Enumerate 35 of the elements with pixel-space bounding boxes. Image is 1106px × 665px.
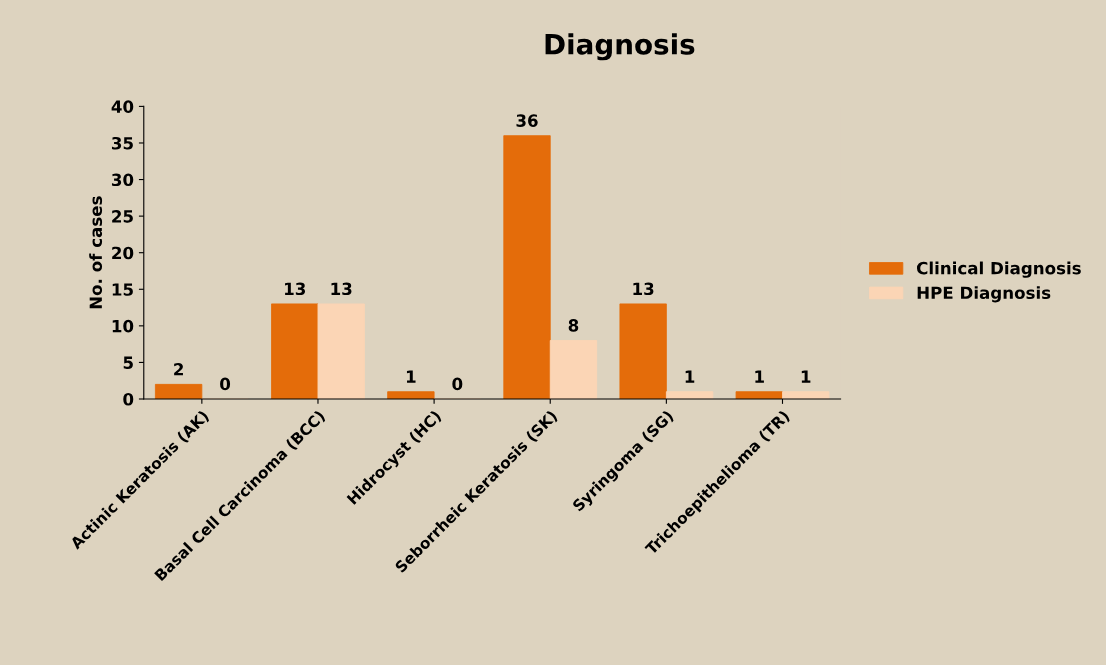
y-tick-label: 0 [123,392,134,406]
data-label: 1 [801,370,811,383]
bar [387,391,435,399]
y-tick-label: 10 [112,319,134,333]
y-tick-label: 35 [111,136,133,150]
bar [503,135,551,399]
bar [317,303,365,399]
data-label: 8 [568,319,579,332]
data-label: 0 [220,377,231,391]
bar [735,391,783,399]
data-label: 13 [331,282,352,296]
data-label: 1 [755,370,764,383]
y-tick-label: 40 [111,100,134,113]
bar [271,303,319,399]
y-tick-label: 5 [123,356,133,369]
bar [782,391,830,399]
legend-label: Clinical Diagnosis [916,261,1081,278]
y-tick-label: 30 [111,173,134,187]
data-label: 1 [685,370,695,383]
data-label: 36 [516,114,538,127]
bar [665,391,714,399]
data-label: 1 [406,370,416,383]
data-label: 13 [633,282,654,296]
y-tick-label: 20 [112,246,134,260]
bar [549,340,598,399]
y-tick-label: 15 [112,283,133,296]
bar [619,303,667,399]
data-label: 2 [174,362,183,376]
chart-title: Diagnosis [545,33,695,61]
bar [154,383,203,399]
data-label: 13 [285,282,306,296]
data-label: 0 [452,377,463,391]
y-axis-title: No. of cases [89,196,103,309]
y-tick-label: 25 [112,210,133,223]
legend-label: HPE Diagnosis [917,286,1051,303]
